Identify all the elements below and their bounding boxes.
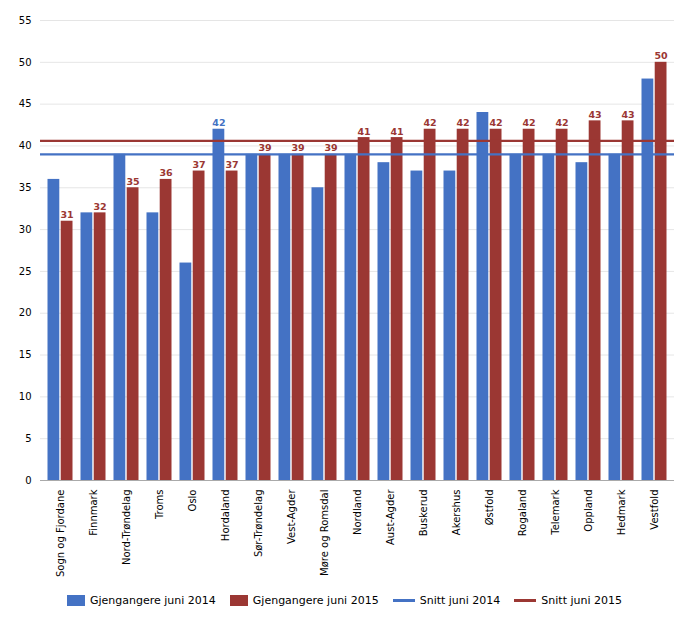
svg-text:Nordland: Nordland [352,490,363,535]
svg-text:Buskerud: Buskerud [418,490,429,537]
svg-text:Akershus: Akershus [451,490,462,536]
svg-text:20: 20 [19,307,32,318]
svg-text:Telemark: Telemark [550,489,561,535]
svg-text:35: 35 [19,182,32,193]
html-text:Gjengangere juni 2014: Gjengangere juni 2014 [90,594,216,607]
svg-text:Nord-Trøndelag: Nord-Trøndelag [121,490,132,566]
svg-text:42: 42 [555,117,568,128]
svg-text:Hordaland: Hordaland [220,490,231,542]
svg-text:43: 43 [588,109,601,120]
svg-text:Sør-Trøndelag: Sør-Trøndelag [253,490,264,558]
svg-text:39: 39 [258,142,271,153]
svg-text:40: 40 [19,140,32,151]
svg-text:Oslo: Oslo [187,490,198,512]
svg-text:Troms: Troms [154,490,165,521]
svg-text:37: 37 [225,159,238,170]
svg-text:32: 32 [93,201,106,212]
html-text:Gjengangere juni 2015: Gjengangere juni 2015 [252,594,379,607]
svg-text:50: 50 [19,57,32,68]
svg-text:41: 41 [357,126,370,137]
svg-text:42: 42 [489,117,502,128]
svg-text:39: 39 [324,142,337,153]
svg-text:43: 43 [621,109,634,120]
svg-text:30: 30 [19,224,32,235]
svg-text:Vest-Agder: Vest-Agder [286,489,297,544]
svg-text:Finnmark: Finnmark [88,489,99,535]
html-text:Snitt juni 2014: Snitt juni 2014 [419,594,501,607]
svg-text:15: 15 [19,349,32,360]
svg-text:0: 0 [25,475,31,486]
svg-text:Hedmark: Hedmark [616,489,627,535]
svg-text:Møre og Romsdal: Møre og Romsdal [319,490,330,576]
svg-text:Rogaland: Rogaland [517,490,528,537]
svg-text:5: 5 [25,433,31,444]
svg-text:42: 42 [456,117,469,128]
svg-text:45: 45 [19,98,32,109]
svg-text:Oppland: Oppland [583,490,594,532]
svg-text:42: 42 [423,117,436,128]
svg-text:Aust-Agder: Aust-Agder [385,489,396,545]
svg-text:31: 31 [60,209,73,220]
svg-text:37: 37 [192,159,205,170]
svg-text:41: 41 [390,126,403,137]
svg-text:50: 50 [654,50,668,61]
svg-text:55: 55 [19,15,32,26]
svg-text:Sogn og Fjordane: Sogn og Fjordane [55,490,66,578]
svg-text:42: 42 [522,117,535,128]
svg-text:39: 39 [291,142,304,153]
svg-text:42: 42 [212,117,225,128]
svg-text:Østfold: Østfold [484,490,495,526]
html-text:Snitt juni 2015: Snitt juni 2015 [541,594,622,607]
svg-text:35: 35 [126,176,139,187]
svg-text:25: 25 [19,266,32,277]
svg-text:10: 10 [19,391,32,402]
svg-text:36: 36 [159,167,173,178]
svg-text:Vestfold: Vestfold [649,490,660,530]
